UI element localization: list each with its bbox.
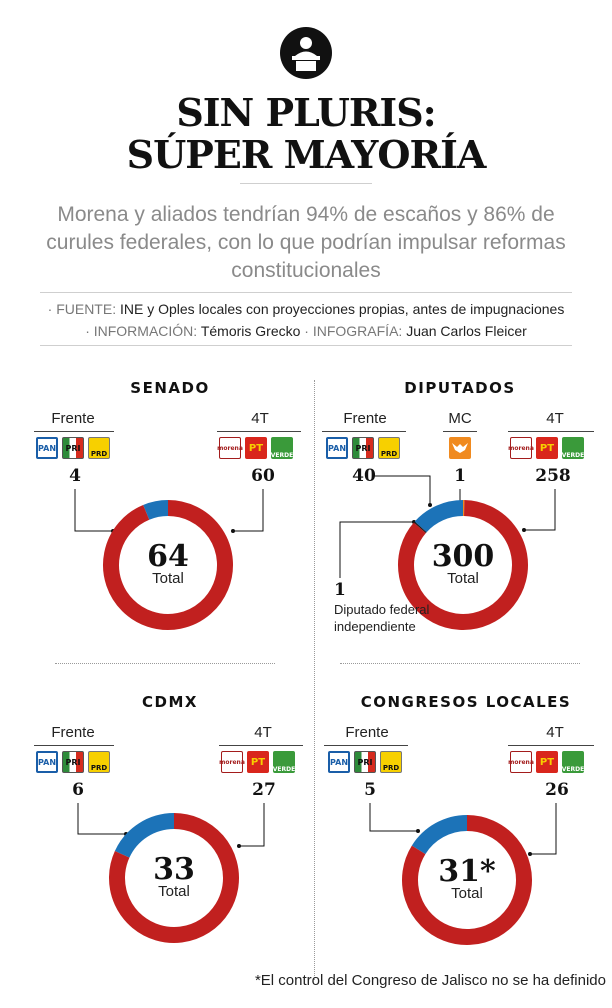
- cdmx-segment-4t: [109, 813, 239, 943]
- morena-logo-icon: morena: [219, 751, 245, 773]
- morena-logo-icon: morena: [217, 437, 243, 459]
- congresos-total-label: Total: [451, 885, 483, 902]
- pt-logo-icon: PT: [247, 751, 269, 773]
- cdmx-total-label: Total: [158, 883, 190, 900]
- cdmx-segment-frente: [114, 813, 175, 858]
- congresos-heading: CONGRESOS LOCALES: [360, 693, 572, 711]
- diputados-heading: DIPUTADOS: [404, 379, 516, 397]
- cdmx-frente-label: Frente: [51, 724, 95, 741]
- verde-logo-icon: VERDE: [562, 437, 584, 459]
- info-label: · INFORMACIÓN:: [85, 323, 198, 339]
- senado-total-label: Total: [152, 570, 184, 587]
- prd-logo-icon: PRD: [88, 437, 110, 459]
- pri-logo-icon: PRI: [62, 751, 84, 773]
- right-section-divider: [340, 663, 580, 664]
- cdmx-frente-value: 6: [72, 780, 84, 800]
- diputados-4t-logos: morena PT VERDE: [508, 437, 584, 459]
- diputados-independent-value: 1: [334, 580, 346, 600]
- source-label: · FUENTE:: [47, 301, 117, 317]
- vertical-section-divider: [314, 380, 315, 980]
- diputados-mc-value: 1: [454, 466, 466, 486]
- diputados-mc-label: MC: [448, 410, 472, 427]
- pri-logo-icon: PRI: [354, 751, 376, 773]
- infographic-text: Juan Carlos Fleicer: [406, 323, 527, 339]
- left-section-divider: [55, 663, 275, 664]
- senado-frente-value: 4: [69, 466, 81, 486]
- senado-4t-value: 60: [251, 466, 275, 486]
- prd-logo-icon: PRD: [380, 751, 402, 773]
- senado-4t-label: 4T: [251, 410, 269, 427]
- senado-donut-chart: [103, 500, 233, 630]
- congresos-4t-value: 26: [545, 780, 569, 800]
- prd-logo-icon: PRD: [378, 437, 400, 459]
- congresos-frente-value: 5: [364, 780, 376, 800]
- diputados-segment-diputado-federal-independiente: [413, 521, 427, 533]
- mc-eagle-logo-icon: [449, 437, 471, 459]
- senado-total-value: 64: [147, 539, 189, 574]
- diputados-total-label: Total: [447, 570, 479, 587]
- pri-logo-icon: PRI: [62, 437, 84, 459]
- diputados-4t-label: 4T: [546, 410, 564, 427]
- page-title-line2: SÚPER MAYORÍA: [126, 132, 487, 177]
- footnote: *El control del Congreso de Jalisco no s…: [254, 972, 606, 989]
- diputados-segment-frente: [414, 500, 464, 533]
- source-text: INE y Oples locales con proyecciones pro…: [119, 301, 565, 317]
- cdmx-4t-label: 4T: [254, 724, 272, 741]
- diputados-frente-label: Frente: [343, 410, 387, 427]
- verde-logo-icon: VERDE: [271, 437, 293, 459]
- prd-logo-icon: PRD: [88, 751, 110, 773]
- pt-logo-icon: PT: [245, 437, 267, 459]
- diputados-total-value: 300: [431, 539, 495, 574]
- pri-logo-icon: PRI: [352, 437, 374, 459]
- cdmx-4t-value: 27: [252, 780, 276, 800]
- senado-segment-4t: [103, 500, 233, 630]
- pan-logo-icon: PAN: [328, 751, 350, 773]
- diputados-donut-chart: [398, 499, 528, 630]
- cdmx-donut-chart: [109, 813, 239, 943]
- verde-logo-icon: VERDE: [273, 751, 295, 773]
- diputados-segment-4t: [398, 500, 528, 630]
- infographic-label: · INFOGRAFÍA:: [304, 323, 403, 339]
- congresos-4t-logos: morena PT VERDE: [508, 751, 584, 773]
- cdmx-heading: CDMX: [142, 693, 198, 711]
- diputados-frente-logos: PAN PRI PRD: [326, 437, 400, 459]
- authors-credit: · INFORMACIÓN: Témoris Grecko · INFOGRAF…: [0, 320, 612, 342]
- pt-logo-icon: PT: [536, 437, 558, 459]
- diputados-frente-value: 40: [352, 466, 376, 486]
- diputados-4t-value: 258: [535, 466, 571, 486]
- cdmx-total-value: 33: [153, 852, 195, 887]
- senado-frente-label: Frente: [51, 410, 95, 427]
- podium-speaker-icon: [279, 26, 333, 80]
- credits-bottom-divider: [40, 345, 572, 346]
- congresos-segment-frente: [411, 815, 468, 855]
- congresos-frente-label: Frente: [345, 724, 389, 741]
- diputados-independent-note: Diputado federal independiente: [334, 602, 430, 634]
- senado-4t-logos: morena PT VERDE: [217, 437, 293, 459]
- source-credit: · FUENTE: INE y Oples locales con proyec…: [0, 298, 612, 320]
- cdmx-4t-logos: morena PT VERDE: [219, 751, 295, 773]
- cdmx-frente-logos: PAN PRI PRD: [36, 751, 110, 773]
- senado-frente-logos: PAN PRI PRD: [36, 437, 110, 459]
- congresos-frente-logos: PAN PRI PRD: [328, 751, 402, 773]
- congresos-4t-label: 4T: [546, 724, 564, 741]
- pt-logo-icon: PT: [536, 751, 558, 773]
- morena-logo-icon: morena: [508, 437, 534, 459]
- pan-logo-icon: PAN: [36, 751, 58, 773]
- morena-logo-icon: morena: [508, 751, 534, 773]
- credits-top-divider: [40, 292, 572, 293]
- page-title-line1: SIN PLURIS:: [176, 90, 436, 135]
- senado-heading: SENADO: [130, 379, 210, 397]
- congresos-total-value: 31*: [438, 854, 496, 889]
- pan-logo-icon: PAN: [36, 437, 58, 459]
- page-subtitle: Morena y aliados tendrían 94% de escaños…: [46, 203, 566, 282]
- congresos-segment-4t: [402, 815, 532, 945]
- info-text: Témoris Grecko: [200, 323, 301, 339]
- congresos-donut-chart: [402, 815, 532, 945]
- title-divider: [240, 183, 372, 184]
- verde-logo-icon: VERDE: [562, 751, 584, 773]
- senado-segment-frente: [143, 500, 169, 520]
- pan-logo-icon: PAN: [326, 437, 348, 459]
